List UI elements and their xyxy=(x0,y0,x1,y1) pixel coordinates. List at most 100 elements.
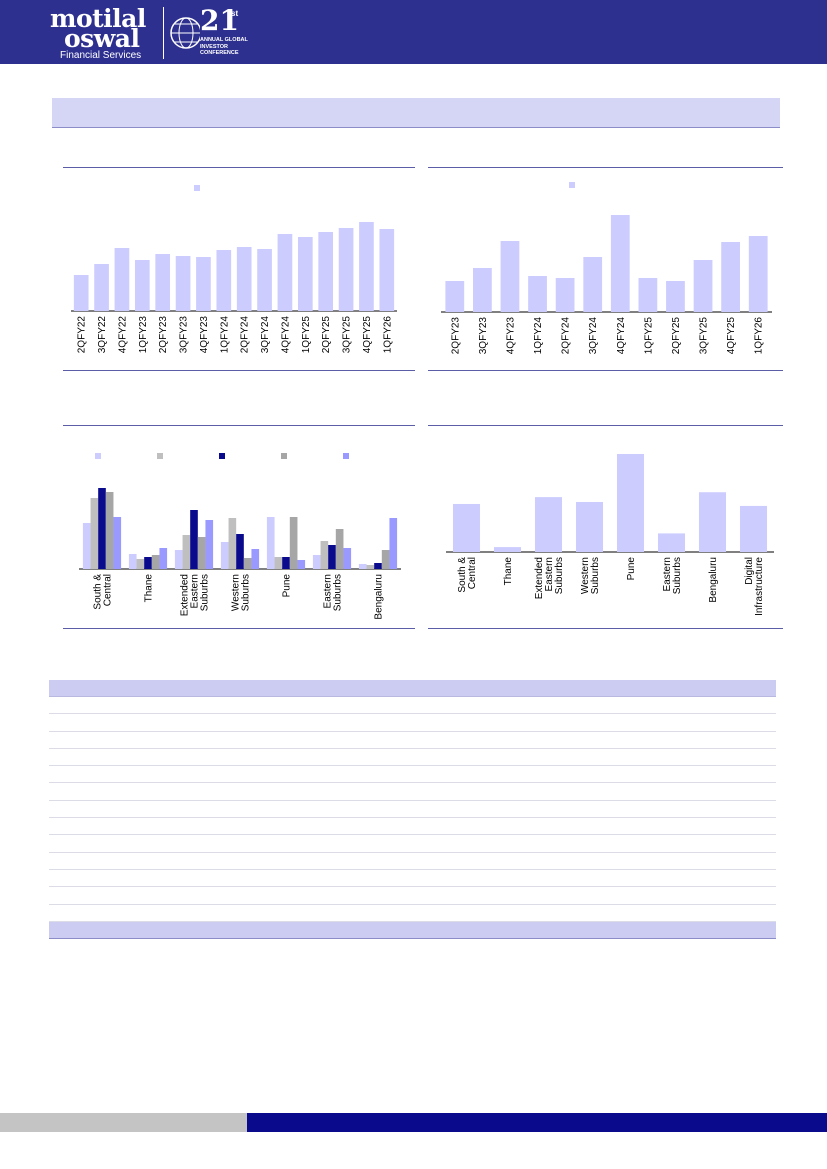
bar xyxy=(196,257,211,311)
bar xyxy=(175,256,191,311)
bar xyxy=(338,228,354,311)
bar xyxy=(666,281,685,312)
x-tick-label: Western xyxy=(580,557,591,594)
x-tick-label: Eastern xyxy=(662,557,673,591)
legend-swatch xyxy=(95,453,101,459)
x-tick-label: 2QFY23 xyxy=(450,317,461,355)
bar xyxy=(228,518,237,569)
x-tick-label: 3QFY23 xyxy=(179,316,190,354)
table-row xyxy=(49,887,776,905)
bar xyxy=(82,523,91,569)
bar xyxy=(236,534,244,569)
table-row xyxy=(49,818,776,836)
legend-swatch xyxy=(281,453,287,459)
x-tick-label: 4QFY25 xyxy=(726,317,737,355)
table-row xyxy=(49,714,776,732)
table-total-row xyxy=(49,921,776,939)
x-tick-label: Central xyxy=(103,574,114,606)
x-tick-label: Pune xyxy=(626,557,637,581)
bar xyxy=(282,557,290,569)
bar xyxy=(739,505,768,552)
bar xyxy=(90,498,99,569)
x-tick-label: 1QFY26 xyxy=(754,317,765,355)
bar xyxy=(693,260,713,312)
x-tick-label: 3QFY22 xyxy=(97,316,108,354)
bar xyxy=(500,241,520,312)
bar xyxy=(113,517,122,569)
x-tick-label: Suburbs xyxy=(200,574,211,611)
bar xyxy=(320,541,329,569)
bar xyxy=(575,502,604,552)
bar xyxy=(335,529,344,569)
x-tick-label: 4QFY22 xyxy=(117,316,128,354)
bar xyxy=(98,488,106,569)
table-row xyxy=(49,749,776,767)
x-tick-label: 4QFY25 xyxy=(362,316,373,354)
table-header-row xyxy=(49,680,776,697)
bar xyxy=(277,234,293,311)
logo-word-2: oswal xyxy=(64,24,140,53)
bar xyxy=(657,533,686,552)
x-tick-label: 1QFY26 xyxy=(382,316,393,354)
chart-panel-3: South & Central Thane Extended Eastern Suburb… xyxy=(63,425,415,629)
bar xyxy=(534,497,563,552)
x-tick-label: 2QFY25 xyxy=(671,317,682,355)
bar xyxy=(257,249,272,311)
x-tick-label: Suburbs xyxy=(554,557,565,594)
bar xyxy=(493,547,522,552)
bar xyxy=(155,254,171,311)
bar xyxy=(220,542,229,569)
bar xyxy=(610,215,630,312)
bar xyxy=(312,555,321,569)
conference-logo: 21 st ANNUAL GLOBAL INVESTOR CONFERENCE xyxy=(170,7,255,61)
bar xyxy=(616,454,645,552)
bar xyxy=(266,517,275,569)
bar xyxy=(379,229,395,311)
x-tick-label: 3QFY23 xyxy=(478,317,489,355)
x-tick-label: 1QFY24 xyxy=(533,317,544,355)
x-tick-label: 3QFY25 xyxy=(699,317,710,355)
bar xyxy=(205,520,214,569)
bar xyxy=(555,278,575,312)
chart-panel-1: 2QFY22 3QFY22 4QFY22 1QFY23 2QFY23 3QFY23 4QFY… xyxy=(63,167,415,371)
bar xyxy=(445,281,465,312)
x-tick-label: Suburbs xyxy=(241,574,252,611)
conference-number: 21 xyxy=(200,4,239,37)
conference-suffix: st xyxy=(231,9,239,18)
footer-grey-band xyxy=(0,1113,247,1132)
x-tick-label: Bengaluru xyxy=(374,574,385,620)
bar xyxy=(366,565,375,569)
chart-panel-2: 2QFY23 3QFY23 4QFY23 1QFY24 2QFY24 3QFY24 4QFY… xyxy=(428,167,783,371)
table-row xyxy=(49,697,776,715)
bar xyxy=(114,248,130,311)
bar xyxy=(144,557,152,569)
bar xyxy=(638,278,658,312)
bar xyxy=(128,554,137,569)
x-tick-label: South & xyxy=(93,574,104,610)
x-tick-label: 4QFY24 xyxy=(616,317,627,355)
bar xyxy=(583,257,603,312)
data-table xyxy=(49,680,776,939)
bar xyxy=(134,260,150,311)
logo-word-1: motilal xyxy=(50,4,146,33)
bar xyxy=(274,557,283,569)
bar xyxy=(73,275,89,311)
logo-divider xyxy=(163,7,164,59)
x-tick-label: Eastern xyxy=(190,574,201,608)
x-tick-label: Central xyxy=(467,557,478,589)
page-header: motilal oswal Financial Services 21 st A… xyxy=(0,0,827,64)
x-tick-label: 1QFY25 xyxy=(301,316,312,354)
x-tick-label: Suburbs xyxy=(590,557,601,594)
legend-swatch xyxy=(194,185,200,191)
x-tick-label: Digital xyxy=(744,557,755,585)
bar xyxy=(318,232,334,311)
footer-blue-band xyxy=(247,1113,827,1132)
chart-2: 2QFY23 3QFY23 4QFY23 1QFY24 2QFY24 3QFY24 4QFY… xyxy=(441,182,772,355)
x-tick-label: 2QFY23 xyxy=(158,316,169,354)
legend-swatch xyxy=(157,453,163,459)
x-tick-label: Extended xyxy=(534,557,545,599)
x-tick-label: 4QFY23 xyxy=(505,317,516,355)
bar xyxy=(381,550,390,569)
globe-icon xyxy=(170,17,202,49)
chart-3: South & Central Thane Extended Eastern Suburb… xyxy=(79,453,401,620)
